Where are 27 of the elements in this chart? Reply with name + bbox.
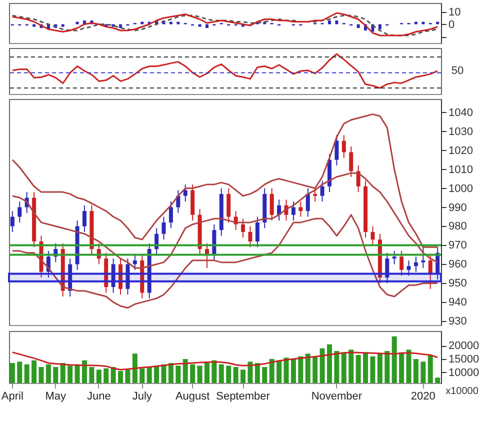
- y-tick-label: 950: [448, 278, 467, 290]
- y-tick-label: 15000: [448, 354, 480, 366]
- y-tick-label: 1040: [448, 106, 473, 119]
- x-tick-label: April: [1, 390, 24, 402]
- y-tick-label: 1000: [448, 182, 473, 195]
- x-tick-label: June: [86, 390, 111, 402]
- y-tick-label: 980: [448, 220, 467, 233]
- y-tick-label: 0: [448, 18, 455, 31]
- x-tick-label: May: [45, 390, 67, 402]
- y-tick-label: 10: [448, 6, 461, 18]
- y-tick-label: 970: [448, 240, 467, 252]
- x-tick-label: July: [132, 390, 152, 402]
- text: 50: [451, 65, 464, 77]
- y-tick-label: 10000: [448, 366, 480, 379]
- y-tick-label: 990: [448, 202, 467, 214]
- y-tick-label: 20000: [448, 340, 480, 352]
- x-tick-label: 2020: [410, 390, 436, 402]
- y-tick-label: 1010: [448, 164, 473, 176]
- y-tick-label: 1020: [448, 144, 473, 157]
- y-tick-label: 1030: [448, 126, 473, 138]
- x-tick-label: September: [216, 390, 270, 402]
- x-tick-label: November: [311, 390, 362, 402]
- y-tick-label: 960: [448, 258, 467, 271]
- y-tick-label: 940: [448, 296, 467, 309]
- text: x10000: [446, 386, 479, 397]
- y-tick-label: 930: [448, 316, 467, 328]
- x-tick-label: August: [175, 390, 210, 402]
